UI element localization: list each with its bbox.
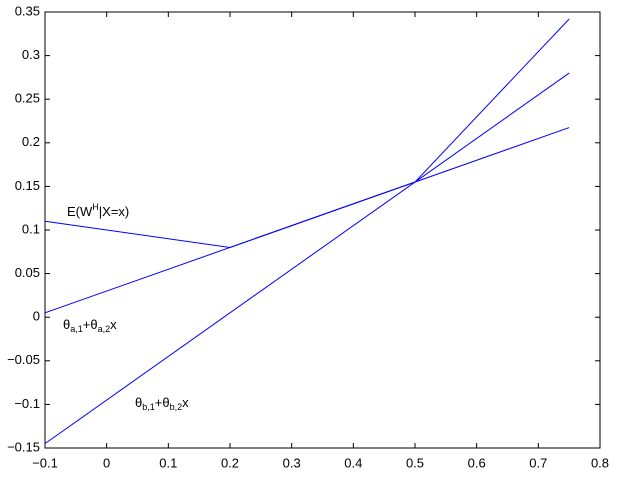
- x-tick-label: 0.6: [468, 455, 486, 470]
- annotation-part: x: [182, 395, 189, 410]
- x-tick-label: 0.1: [159, 455, 177, 470]
- y-tick-label: 0.15: [15, 178, 40, 193]
- y-tick-label: 0.35: [15, 3, 40, 18]
- x-tick-label: 0: [103, 455, 110, 470]
- annotation: θb,1+θb,2x: [135, 395, 189, 412]
- annotation: θa,1+θa,2x: [63, 317, 117, 334]
- y-tick-label: 0.1: [22, 221, 40, 236]
- y-tick-label: −0.1: [14, 396, 40, 411]
- annotation-part: +θ: [155, 395, 170, 410]
- y-tick-label: 0.2: [22, 134, 40, 149]
- annotation-part: b,1: [142, 402, 155, 412]
- x-tick-label: 0.7: [529, 455, 547, 470]
- annotation-part: E(W: [67, 204, 93, 219]
- y-tick-label: 0.25: [15, 91, 40, 106]
- x-tick-label: 0.2: [221, 455, 239, 470]
- x-tick-label: 0.5: [406, 455, 424, 470]
- annotation-part: H: [92, 202, 99, 212]
- annotation-part: |X=x): [99, 204, 129, 219]
- annotation-part: b,2: [170, 402, 183, 412]
- annotation-part: θ: [63, 317, 70, 332]
- x-tick-label: 0.3: [283, 455, 301, 470]
- y-tick-label: −0.05: [7, 352, 40, 367]
- x-tick-label: 0.4: [344, 455, 362, 470]
- y-tick-label: 0.3: [22, 47, 40, 62]
- x-tick-label: 0.8: [591, 455, 609, 470]
- annotation-part: θ: [135, 395, 142, 410]
- annotation-part: x: [110, 317, 117, 332]
- annotation-part: +θ: [83, 317, 98, 332]
- x-tick-label: −0.1: [32, 455, 58, 470]
- y-tick-label: −0.15: [7, 439, 40, 454]
- plot-frame: [44, 11, 601, 449]
- line-series: [44, 127, 570, 314]
- y-tick-label: 0: [33, 309, 40, 324]
- annotation: E(WH|X=x): [67, 202, 129, 219]
- annotation-part: a,2: [98, 324, 111, 334]
- annotation-part: a,1: [70, 324, 83, 334]
- line-series: [44, 72, 570, 445]
- y-tick-label: 0.05: [15, 265, 40, 280]
